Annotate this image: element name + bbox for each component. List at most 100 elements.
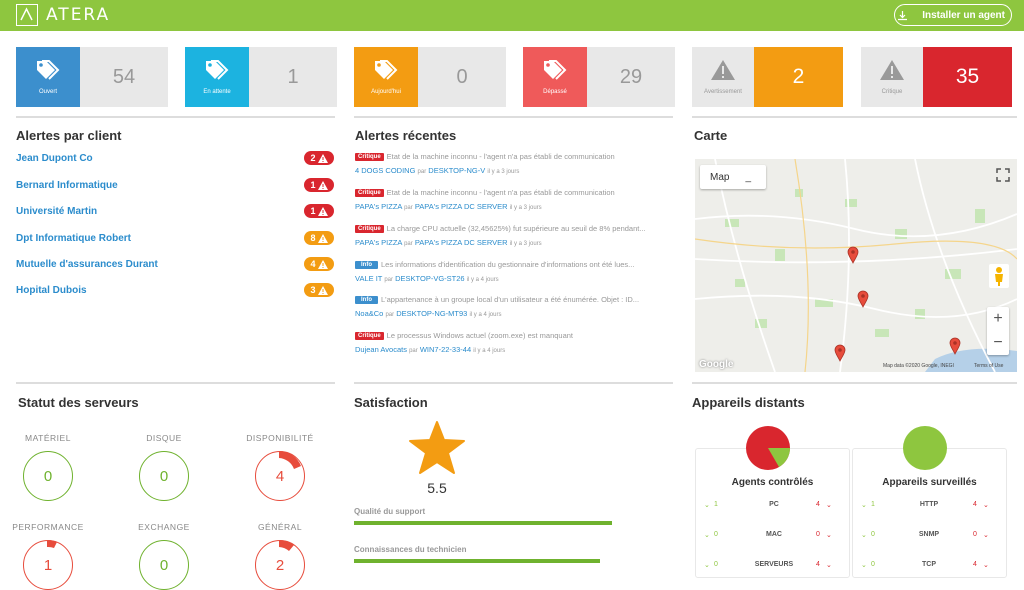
- alert-count-badge[interactable]: 2: [304, 151, 334, 165]
- agents-card[interactable]: Agents contrôlés ⌄ 1 PC 4 ⌄ ⌄ 0 MAC 0 ⌄ ⌄ 0 S…: [695, 426, 850, 578]
- map-marker-icon[interactable]: [857, 290, 869, 308]
- status-arc: [47, 539, 57, 548]
- server-status-hardware[interactable]: MATÉRIEL 0: [0, 433, 108, 501]
- server-status-performance[interactable]: PERFORMANCE 1: [0, 522, 108, 590]
- customer-link[interactable]: 4 DOGS CODING: [355, 166, 416, 175]
- monitored-card[interactable]: Appareils surveillés ⌄ 1 HTTP 4 ⌄ ⌄ 0 SNMP …: [852, 426, 1007, 578]
- device-link[interactable]: DESKTOP-VG-ST26: [395, 274, 465, 283]
- fullscreen-icon[interactable]: [995, 167, 1011, 183]
- zoom-out-button[interactable]: −: [993, 334, 1003, 351]
- alert-item[interactable]: Critique La charge CPU actuelle (32,45625…: [355, 224, 675, 247]
- alert-item[interactable]: Info Les informations d'identification du…: [355, 260, 675, 283]
- device-link[interactable]: DESKTOP-NG-V: [428, 166, 486, 175]
- map-marker-icon[interactable]: [949, 337, 961, 355]
- alert-item[interactable]: Info L'appartenance à un groupe local d'u…: [355, 295, 675, 318]
- alert-message[interactable]: Les informations d'identification du ges…: [381, 260, 635, 269]
- alert-count-badge[interactable]: 1: [304, 204, 334, 218]
- map-type-label[interactable]: Map: [710, 171, 730, 183]
- client-name[interactable]: Mutuelle d'assurances Durant: [16, 258, 158, 270]
- tile-pending-value: 1: [249, 47, 337, 107]
- client-name[interactable]: Hopital Dubois: [16, 284, 87, 296]
- alert-count-badge[interactable]: 4: [304, 257, 334, 271]
- map-marker-icon[interactable]: [847, 246, 859, 264]
- atera-logo[interactable]: ATERA: [16, 4, 110, 26]
- device-row[interactable]: ⌄ 0 TCP 4 ⌄: [853, 561, 1006, 573]
- tile-overdue-icon-box: Dépassé: [523, 47, 587, 107]
- tile-pending[interactable]: En attente 1: [185, 47, 337, 107]
- device-row[interactable]: ⌄ 1 PC 4 ⌄: [696, 501, 849, 513]
- alert-count: 2: [310, 153, 316, 163]
- alert-count-badge[interactable]: 8: [304, 231, 334, 245]
- status-ring[interactable]: 1: [23, 539, 73, 590]
- client-name[interactable]: Dpt Informatique Robert: [16, 232, 131, 244]
- street-view-pegman-icon[interactable]: [989, 264, 1009, 288]
- map-type-control[interactable]: Map _: [700, 165, 766, 189]
- alert-message[interactable]: L'appartenance à un groupe local d'un ut…: [381, 295, 640, 304]
- client-row[interactable]: Jean Dupont Co 2: [16, 148, 334, 168]
- device-row[interactable]: ⌄ 0 SNMP 0 ⌄: [853, 531, 1006, 543]
- client-row[interactable]: Dpt Informatique Robert 8: [16, 228, 334, 248]
- divider: [354, 116, 673, 118]
- alert-count: 3: [310, 285, 316, 295]
- server-status-general[interactable]: GÉNÉRAL 2: [220, 522, 340, 590]
- client-row[interactable]: Mutuelle d'assurances Durant 4: [16, 254, 334, 274]
- alert-item[interactable]: Critique Etat de la machine inconnu - l'a…: [355, 152, 675, 175]
- tile-overdue[interactable]: Dépassé 29: [523, 47, 675, 107]
- client-name[interactable]: Bernard Informatique: [16, 179, 118, 191]
- customer-link[interactable]: PAPA's PIZZA: [355, 202, 402, 211]
- status-ring[interactable]: 0: [139, 540, 189, 590]
- tile-critical[interactable]: Critique 35: [861, 47, 1012, 107]
- install-agent-button[interactable]: Installer un agent: [894, 4, 1012, 26]
- device-link[interactable]: PAPA's PIZZA DC SERVER: [414, 238, 508, 247]
- customer-link[interactable]: Noa&Co: [355, 309, 384, 318]
- alert-count-badge[interactable]: 1: [304, 178, 334, 192]
- device-row[interactable]: ⌄ 0 MAC 0 ⌄: [696, 531, 849, 543]
- alert-message[interactable]: Etat de la machine inconnu - l'agent n'a…: [386, 152, 615, 161]
- divider: [354, 382, 673, 384]
- client-row[interactable]: Bernard Informatique 1: [16, 175, 334, 195]
- server-status-availability[interactable]: DISPONIBILITÉ 4: [220, 433, 340, 501]
- terms-link[interactable]: Terms of Use: [974, 363, 1004, 369]
- alert-message[interactable]: Etat de la machine inconnu - l'agent n'a…: [386, 188, 615, 197]
- warning-icon: [317, 206, 328, 216]
- client-row[interactable]: Université Martin 1: [16, 201, 334, 221]
- customer-link[interactable]: VALE IT: [355, 274, 383, 283]
- status-ring[interactable]: 2: [255, 539, 305, 590]
- support-quality-label: Qualité du support: [354, 507, 426, 516]
- alert-item[interactable]: Critique Etat de la machine inconnu - l'a…: [355, 188, 675, 211]
- server-status-disk[interactable]: DISQUE 0: [104, 433, 224, 501]
- client-name[interactable]: Jean Dupont Co: [16, 152, 93, 164]
- status-value: 1: [43, 556, 53, 574]
- device-row[interactable]: ⌄ 1 HTTP 4 ⌄: [853, 501, 1006, 513]
- map-marker-icon[interactable]: [834, 344, 846, 362]
- alert-item[interactable]: Critique Le processus Windows actuel (zoo…: [355, 331, 675, 354]
- zoom-in-button[interactable]: +: [993, 310, 1003, 327]
- client-name[interactable]: Université Martin: [16, 205, 98, 217]
- star-icon: [409, 421, 465, 474]
- device-link[interactable]: PAPA's PIZZA DC SERVER: [414, 202, 508, 211]
- alert-count-badge[interactable]: 3: [304, 283, 334, 297]
- monitored-card-title: Appareils surveillés: [882, 477, 977, 488]
- device-link[interactable]: DESKTOP-NG-MT93: [396, 309, 468, 318]
- client-row[interactable]: Hopital Dubois 3: [16, 280, 334, 300]
- customer-link[interactable]: Dujean Avocats: [355, 345, 407, 354]
- alert-message[interactable]: Le processus Windows actuel (zoom.exe) e…: [386, 331, 574, 340]
- install-agent-label: Installer un agent: [922, 9, 1005, 21]
- alert-message[interactable]: La charge CPU actuelle (32,45625%) fut s…: [386, 224, 646, 233]
- status-ring[interactable]: 0: [23, 451, 73, 501]
- customer-link[interactable]: PAPA's PIZZA: [355, 238, 402, 247]
- status-ring[interactable]: 0: [139, 451, 189, 501]
- google-logo[interactable]: Google: [699, 359, 734, 370]
- tile-open[interactable]: Ouvert 54: [16, 47, 168, 107]
- tile-today[interactable]: Aujourd'hui 0: [354, 47, 506, 107]
- status-ring[interactable]: 4: [255, 451, 305, 501]
- map-view[interactable]: Map _ + − Google Map data ©2020 Google, …: [695, 159, 1017, 372]
- tile-warning[interactable]: Avertissement 2: [692, 47, 843, 107]
- server-status-exchange[interactable]: EXCHANGE 0: [104, 522, 224, 590]
- bad-count: 4: [973, 561, 977, 568]
- device-row[interactable]: ⌄ 0 SERVEURS 4 ⌄: [696, 561, 849, 573]
- device-link[interactable]: WIN7-22-33-44: [419, 345, 472, 354]
- tile-open-icon-box: Ouvert: [16, 47, 80, 107]
- satisfaction-title: Satisfaction: [354, 395, 428, 410]
- map-type-minus[interactable]: _: [745, 171, 752, 183]
